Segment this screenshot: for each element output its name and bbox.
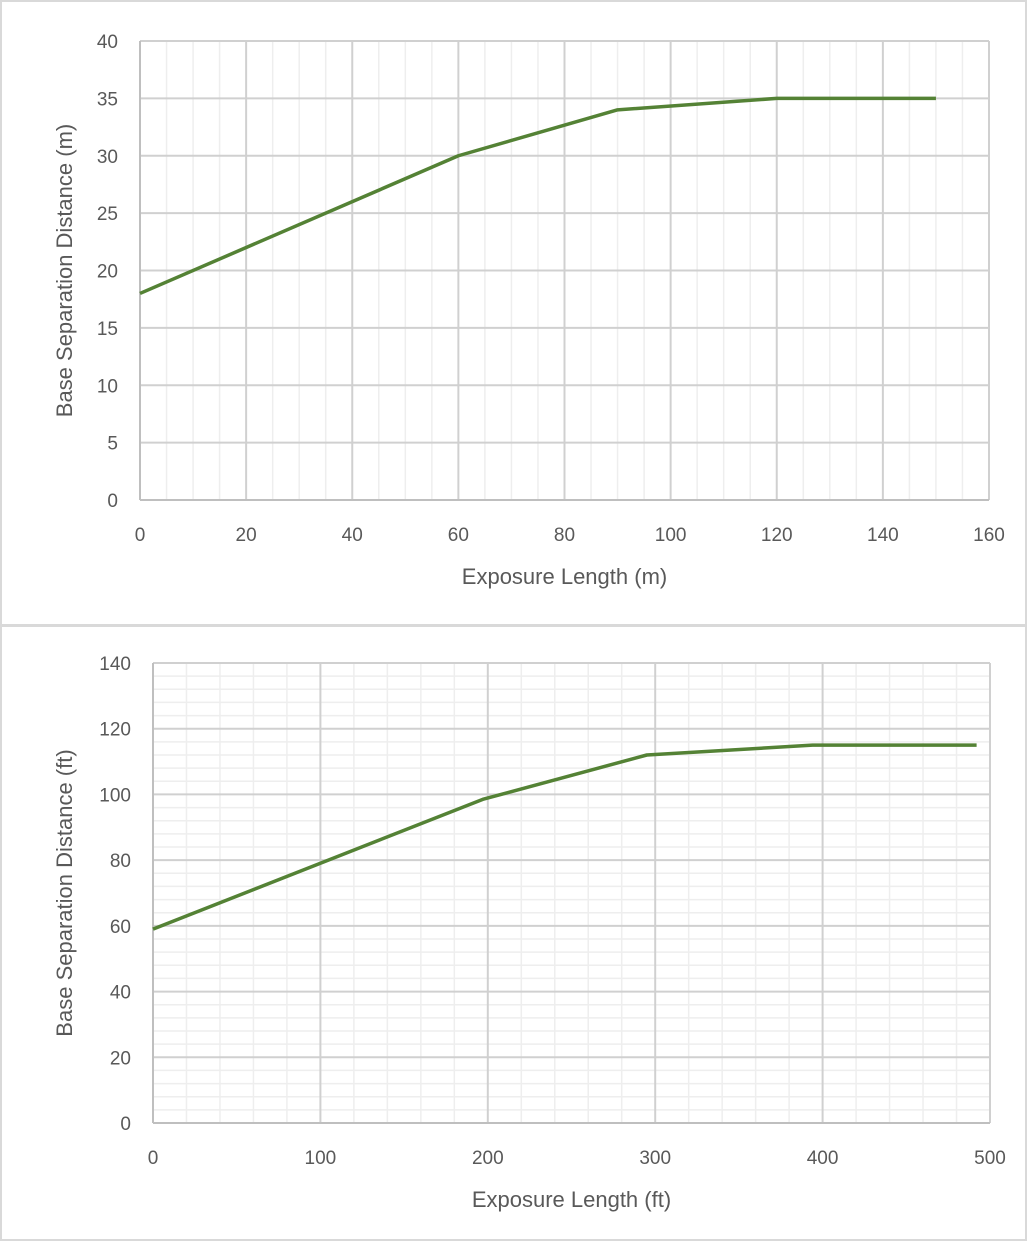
x-axis-title: Exposure Length (ft) [472, 1187, 671, 1212]
x-tick-label: 100 [655, 525, 687, 546]
y-axis-title: Base Separation Distance (ft) [52, 749, 77, 1036]
x-tick-label: 80 [554, 525, 575, 546]
y-tick-label: 30 [97, 147, 118, 168]
x-axis-title: Exposure Length (m) [462, 564, 667, 589]
x-tick-label: 500 [974, 1148, 1006, 1169]
x-tick-label: 0 [135, 525, 146, 546]
x-tick-label: 400 [807, 1148, 839, 1169]
y-tick-label: 140 [99, 654, 131, 675]
x-tick-label: 200 [472, 1148, 504, 1169]
series-line [152, 743, 977, 931]
y-axis-title: Base Separation Distance (m) [52, 124, 77, 417]
x-tick-label: 20 [236, 525, 257, 546]
chart-imperial: 0 100 200 300 400 500 0 20 40 60 80 100 120 140 Exposu… [52, 654, 1006, 1212]
y-tick-label: 20 [110, 1048, 131, 1069]
y-tick-label: 10 [97, 376, 118, 397]
y-tick-label: 35 [97, 89, 118, 110]
grid [152, 662, 991, 1124]
y-tick-label: 20 [97, 262, 118, 283]
x-tick-label: 300 [639, 1148, 671, 1169]
chart-panel-imperial: 0 100 200 300 400 500 0 20 40 60 80 100 120 140 Exposu… [0, 624, 1027, 1241]
x-tick-label: 140 [867, 525, 899, 546]
x-tick-label: 120 [761, 525, 793, 546]
y-tick-label: 80 [110, 851, 131, 872]
x-tick-label: 0 [148, 1148, 159, 1169]
chart-metric: 0 20 40 60 80 100 120 140 160 0 5 10 15 20 25 30 35 40 Exp… [52, 32, 1005, 589]
y-tick-label: 120 [99, 720, 131, 741]
x-tick-label: 100 [305, 1148, 337, 1169]
grid [139, 40, 990, 501]
chart-panel-metric: 0 20 40 60 80 100 120 140 160 0 5 10 15 20 25 30 35 40 Exp… [0, 0, 1027, 626]
x-tick-label: 40 [342, 525, 363, 546]
y-tick-label: 15 [97, 319, 118, 340]
x-tick-label: 60 [448, 525, 469, 546]
y-tick-label: 40 [97, 32, 118, 53]
y-tick-label: 100 [99, 785, 131, 806]
y-tick-label: 40 [110, 983, 131, 1004]
y-tick-label: 60 [110, 917, 131, 938]
y-tick-label: 5 [107, 434, 118, 455]
y-tick-label: 25 [97, 204, 118, 225]
x-tick-label: 160 [973, 525, 1005, 546]
y-tick-label: 0 [120, 1114, 131, 1135]
series-line [139, 96, 936, 296]
y-tick-label: 0 [107, 491, 118, 512]
